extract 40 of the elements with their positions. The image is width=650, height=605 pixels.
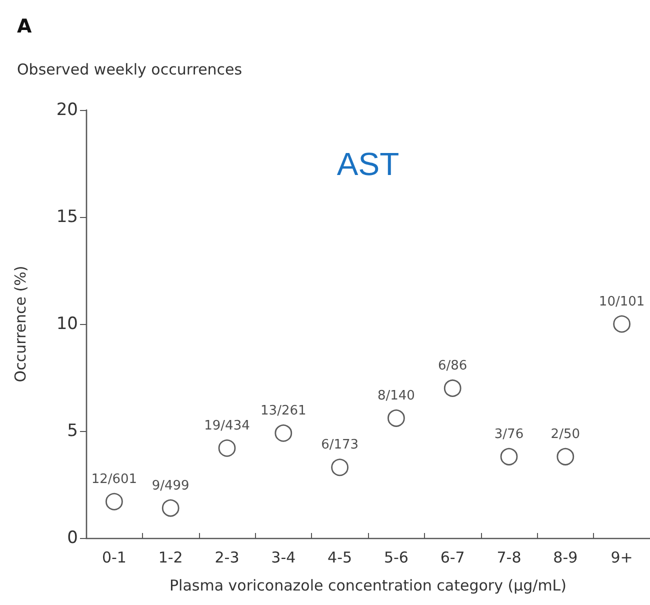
x-tick-label: 0-1 (102, 548, 126, 566)
data-label: 8/140 (377, 388, 415, 404)
x-tick-label: 7-8 (496, 548, 522, 566)
point (556, 448, 574, 466)
point (218, 439, 236, 457)
x-tick-label: 1-2 (158, 548, 183, 566)
data-label: 12/601 (91, 472, 138, 487)
data-label: 6/86 (438, 358, 468, 374)
x-tick-label: 2-3 (214, 548, 240, 566)
point (388, 409, 405, 427)
data-label: 19/434 (204, 418, 250, 434)
chart-subtitle: Observed weekly occurrences (17, 60, 242, 78)
data-label: 13/261 (260, 403, 306, 418)
point (613, 315, 630, 333)
point (500, 448, 518, 466)
x-tick-label: 3-4 (271, 548, 296, 566)
x-tick-label: 8-9 (553, 548, 578, 566)
point (331, 458, 348, 476)
point (444, 380, 462, 397)
y-tick-label: 5 (67, 421, 78, 441)
x-axis-title: Plasma voriconazole concentration category (µg/mL) (169, 576, 567, 594)
annotation: AST (336, 146, 400, 182)
point (274, 424, 292, 442)
data-label: 3/76 (494, 426, 524, 442)
point (162, 499, 180, 517)
chart-title: A (17, 16, 32, 38)
x-tick-label: 6-7 (440, 548, 465, 566)
data-label: 9/499 (152, 478, 190, 494)
x-tick-label: 4-5 (328, 548, 352, 566)
data-label: 2/50 (550, 426, 580, 442)
data-label: 6/173 (321, 438, 359, 453)
y-tick-label: 20 (56, 100, 78, 120)
y-tick-label: 0 (67, 528, 78, 548)
y-tick-label: 15 (56, 207, 78, 227)
x-tick-label: 9+ (610, 548, 633, 566)
data-label: 10/101 (598, 294, 645, 310)
x-tick-label: 5-6 (384, 548, 408, 566)
y-tick-label: 10 (56, 314, 78, 334)
y-axis-title: Occurrence (%) (12, 266, 30, 382)
point (106, 492, 123, 510)
